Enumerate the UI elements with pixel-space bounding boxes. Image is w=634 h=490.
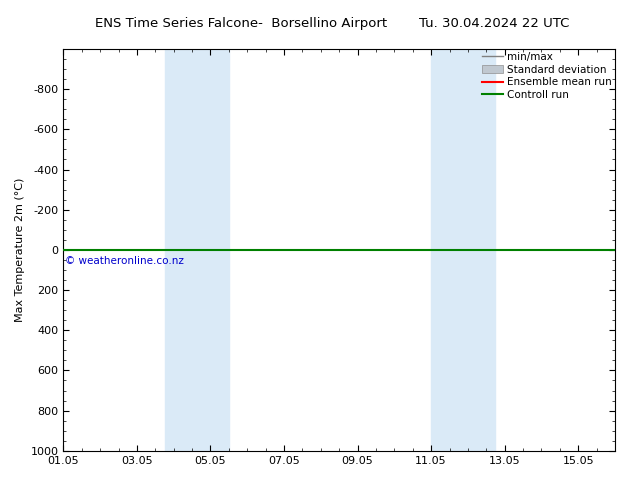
Y-axis label: Max Temperature 2m (°C): Max Temperature 2m (°C) xyxy=(15,178,25,322)
Text: Tu. 30.04.2024 22 UTC: Tu. 30.04.2024 22 UTC xyxy=(419,17,570,30)
Text: © weatheronline.co.nz: © weatheronline.co.nz xyxy=(65,256,184,266)
Bar xyxy=(165,49,229,451)
Bar xyxy=(431,49,496,451)
Legend: min/max, Standard deviation, Ensemble mean run, Controll run: min/max, Standard deviation, Ensemble me… xyxy=(482,52,612,100)
Text: ENS Time Series Falcone-  Borsellino Airport: ENS Time Series Falcone- Borsellino Airp… xyxy=(95,17,387,30)
